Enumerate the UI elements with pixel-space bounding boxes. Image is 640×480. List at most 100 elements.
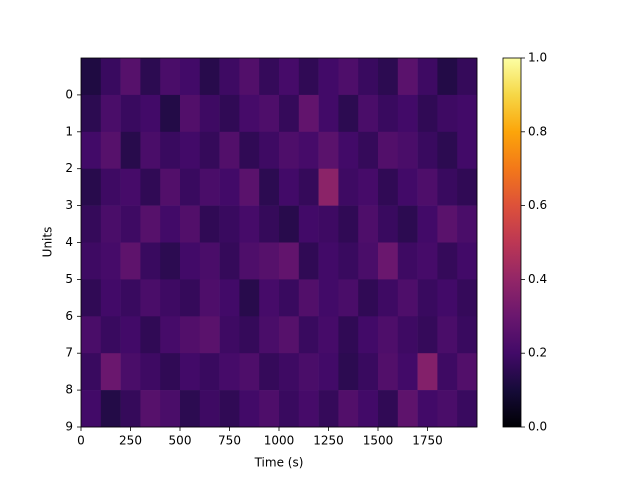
- heatmap-cell: [219, 353, 240, 391]
- heatmap-cell: [219, 242, 240, 280]
- y-tick-label: 7: [65, 346, 73, 360]
- heatmap-cell: [140, 390, 161, 428]
- heatmap-cell: [81, 242, 102, 280]
- heatmap-cell: [160, 94, 181, 133]
- heatmap-cell: [120, 242, 141, 280]
- heatmap-cell: [120, 353, 141, 391]
- heatmap-cell: [378, 242, 399, 280]
- heatmap-cell: [437, 390, 458, 428]
- heatmap-cell: [160, 390, 181, 428]
- heatmap-cell: [457, 390, 478, 428]
- heatmap-cell: [437, 205, 458, 243]
- heatmap-cell: [199, 353, 220, 391]
- heatmap-cell: [279, 242, 300, 280]
- colorbar-tick-label: 0.8: [528, 124, 547, 138]
- heatmap-cell: [298, 205, 319, 243]
- heatmap-cell: [140, 205, 161, 243]
- heatmap-cell: [417, 131, 438, 169]
- heatmap-cell: [397, 205, 418, 243]
- heatmap-cell: [338, 94, 359, 133]
- y-tick-label: 1: [65, 124, 73, 138]
- x-tick-label: 250: [119, 434, 142, 448]
- heatmap-cell: [160, 131, 181, 169]
- heatmap-cell: [298, 58, 319, 96]
- heatmap-cell: [239, 279, 260, 317]
- heatmap-cell: [140, 131, 161, 169]
- heatmap-cell: [358, 205, 379, 243]
- heatmap-cell: [81, 58, 102, 96]
- heatmap-cell: [397, 316, 418, 354]
- heatmap-cell: [100, 168, 121, 206]
- heatmap-cell: [358, 279, 379, 317]
- heatmap-cell: [318, 168, 339, 206]
- heatmap: [81, 58, 478, 428]
- heatmap-cell: [298, 279, 319, 317]
- heatmap-cell: [279, 205, 300, 243]
- heatmap-cell: [160, 58, 181, 96]
- colorbar-tick-label: 0.4: [528, 272, 547, 286]
- heatmap-cell: [239, 390, 260, 428]
- heatmap-cell: [100, 390, 121, 428]
- heatmap-cell: [81, 168, 102, 206]
- heatmap-cell: [160, 279, 181, 317]
- heatmap-cell: [279, 353, 300, 391]
- heatmap-cell: [279, 390, 300, 428]
- heatmap-cell: [100, 58, 121, 96]
- heatmap-cell: [81, 279, 102, 317]
- heatmap-cell: [160, 242, 181, 280]
- x-tick-label: 1750: [412, 434, 443, 448]
- heatmap-cell: [239, 205, 260, 243]
- heatmap-cell: [120, 58, 141, 96]
- heatmap-cell: [378, 316, 399, 354]
- heatmap-cell: [358, 168, 379, 206]
- heatmap-cell: [298, 353, 319, 391]
- heatmap-cell: [318, 94, 339, 133]
- heatmap-cell: [417, 242, 438, 280]
- heatmap-cell: [397, 94, 418, 133]
- heatmap-cell: [239, 353, 260, 391]
- heatmap-cell: [338, 279, 359, 317]
- heatmap-cell: [120, 205, 141, 243]
- heatmap-cell: [140, 58, 161, 96]
- heatmap-cell: [378, 205, 399, 243]
- heatmap-cell: [378, 279, 399, 317]
- heatmap-cell: [378, 353, 399, 391]
- heatmap-cell: [298, 168, 319, 206]
- y-axis-label: Units: [41, 227, 55, 258]
- heatmap-cell: [437, 94, 458, 133]
- y-tick-label: 6: [65, 309, 73, 323]
- heatmap-cell: [219, 94, 240, 133]
- heatmap-cell: [100, 353, 121, 391]
- heatmap-cell: [180, 205, 201, 243]
- heatmap-cell: [81, 131, 102, 169]
- heatmap-cell: [437, 58, 458, 96]
- heatmap-cell: [199, 316, 220, 354]
- x-tick-label: 1500: [363, 434, 394, 448]
- heatmap-cell: [417, 353, 438, 391]
- heatmap-cell: [120, 94, 141, 133]
- heatmap-cell: [100, 131, 121, 169]
- heatmap-cell: [180, 316, 201, 354]
- heatmap-cell: [199, 205, 220, 243]
- y-tick-label: 4: [65, 235, 73, 249]
- heatmap-cell: [100, 316, 121, 354]
- heatmap-cell: [437, 131, 458, 169]
- heatmap-cell: [180, 168, 201, 206]
- heatmap-cell: [100, 279, 121, 317]
- heatmap-cell: [239, 58, 260, 96]
- heatmap-cell: [437, 353, 458, 391]
- heatmap-cell: [378, 58, 399, 96]
- heatmap-cell: [318, 390, 339, 428]
- y-tick-label: 0: [65, 87, 73, 101]
- heatmap-cell: [457, 131, 478, 169]
- heatmap-cell: [358, 353, 379, 391]
- heatmap-cell: [457, 242, 478, 280]
- heatmap-cell: [338, 353, 359, 391]
- heatmap-cell: [219, 58, 240, 96]
- heatmap-cell: [378, 94, 399, 133]
- heatmap-cell: [437, 168, 458, 206]
- heatmap-cell: [437, 316, 458, 354]
- heatmap-cell: [417, 168, 438, 206]
- heatmap-cell: [259, 242, 280, 280]
